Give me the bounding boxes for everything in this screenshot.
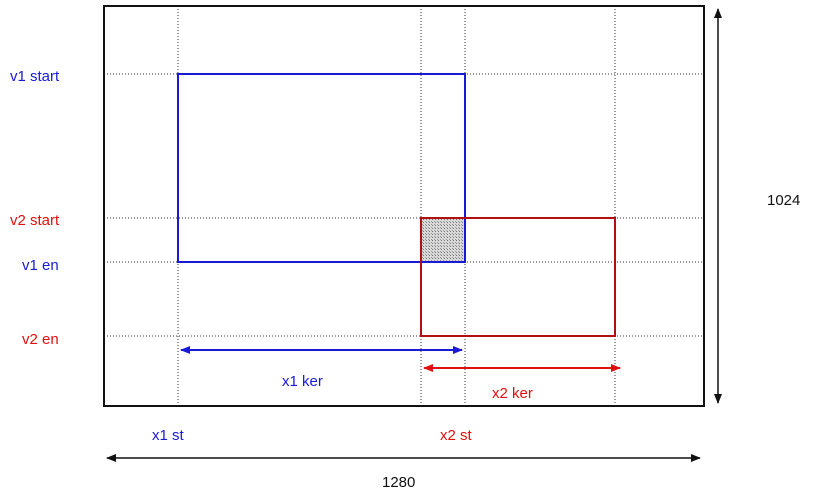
- height-label: 1024: [767, 192, 800, 209]
- x2-st-label: x2 st: [440, 427, 473, 444]
- window-1-rect: [177, 73, 466, 263]
- v2-start-label: v2 start: [10, 212, 60, 229]
- x1-st-label: x1 st: [152, 427, 185, 444]
- window-2-rect: [420, 217, 616, 337]
- x2-ker-label: x2 ker: [492, 385, 533, 402]
- overlap-region: [422, 219, 464, 261]
- x1-ker-label: x1 ker: [282, 373, 323, 390]
- v2-end-label: v2 en: [22, 331, 59, 348]
- v1-end-label: v1 en: [22, 257, 59, 274]
- v1-start-label: v1 start: [10, 68, 60, 85]
- screen-frame: [103, 5, 705, 407]
- width-label: 1280: [382, 474, 415, 491]
- grid-lines: [104, 6, 704, 406]
